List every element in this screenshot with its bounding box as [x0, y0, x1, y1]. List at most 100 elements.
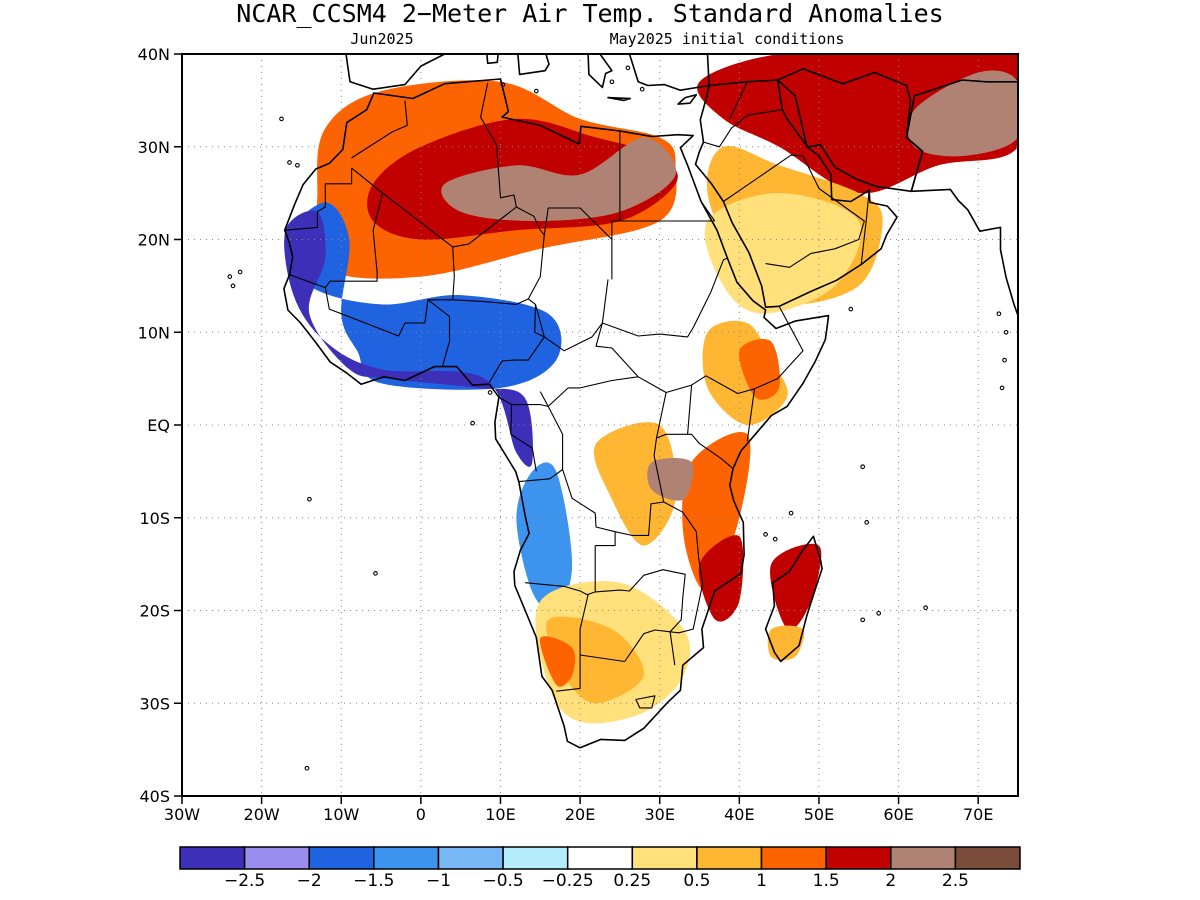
country-border-25 — [556, 629, 581, 692]
country-border-29 — [635, 695, 656, 709]
anomaly-region-15 — [767, 625, 805, 661]
colorbar-label: 2 — [885, 871, 896, 891]
lat-tick-label: 20N — [138, 231, 170, 250]
latitude-axis: 40N 30N 20N 10N EQ 10S 20S 30S 40S — [138, 45, 182, 806]
anomaly-region-7 — [285, 202, 562, 390]
island-7 — [373, 571, 378, 576]
island-0 — [279, 116, 284, 122]
lat-tick-label: 30N — [138, 138, 170, 157]
longitude-axis: 30W 20W 10W 0 10E 20E 30E 40E 50E 60E 70E — [164, 796, 993, 824]
island-23 — [487, 390, 493, 395]
colorbar-label: −2.5 — [224, 871, 265, 891]
coastline-iberia — [345, 54, 446, 90]
island-11 — [860, 617, 866, 623]
country-border-12 — [602, 257, 728, 338]
country-border-15 — [511, 404, 564, 483]
country-border-11 — [543, 279, 609, 352]
country-border-26 — [579, 594, 589, 630]
island-10 — [876, 610, 882, 616]
country-border-3 — [611, 220, 620, 240]
island-1 — [287, 160, 292, 165]
country-border-21 — [653, 437, 704, 666]
country-border-32 — [351, 100, 408, 159]
country-border-30 — [595, 531, 616, 547]
lon-tick-label: 60E — [883, 805, 913, 824]
country-border-18 — [687, 385, 693, 435]
colorbar-label: −0.5 — [482, 871, 523, 891]
coastline-italy — [517, 54, 556, 76]
lat-tick-label: 30S — [139, 694, 170, 713]
country-border-16 — [498, 396, 537, 472]
country-border-37 — [836, 190, 870, 281]
anomaly-region-13 — [647, 458, 694, 501]
island-5 — [237, 269, 243, 275]
coastline-madagascar — [764, 535, 823, 663]
anomaly-region-14 — [770, 543, 822, 631]
island-3 — [227, 274, 233, 279]
island-21 — [848, 306, 854, 312]
lon-tick-label: 40E — [724, 805, 754, 824]
country-border-4 — [284, 168, 353, 231]
colorbar-swatch — [308, 846, 375, 870]
country-border-2 — [619, 131, 715, 222]
lat-tick-label: 10N — [138, 323, 170, 342]
island-25 — [533, 88, 539, 94]
anomaly-region-17 — [546, 616, 645, 704]
colorbar-label: 1 — [756, 871, 767, 891]
lon-tick-label: 20W — [244, 805, 280, 824]
island-13 — [999, 385, 1005, 391]
colorbar-swatch — [243, 846, 310, 870]
island-22 — [470, 420, 475, 426]
lat-tick-label: 40S — [139, 787, 170, 806]
colorbar-swatch — [566, 846, 634, 870]
lon-tick-label: 20E — [565, 805, 595, 824]
colorbar-swatch — [179, 846, 246, 870]
country-border-33 — [480, 82, 497, 146]
country-border-23 — [525, 545, 596, 596]
coastline-africa — [283, 78, 830, 749]
colorbar-swatch — [437, 846, 504, 870]
country-border-35 — [723, 154, 865, 268]
colorbar-label: 1.5 — [813, 871, 840, 891]
colorbar-swatch — [373, 846, 440, 870]
island-2 — [295, 162, 300, 168]
country-border-1 — [495, 144, 517, 208]
lat-tick-label: 40N — [138, 45, 170, 64]
anomaly-region-11 — [682, 431, 751, 593]
lat-tick-label: EQ — [147, 416, 170, 435]
island-24 — [500, 82, 506, 87]
country-border-7 — [427, 299, 451, 367]
colorbar-label: −1 — [426, 871, 451, 891]
colorbar-swatch — [502, 846, 569, 870]
lon-tick-label: 10E — [485, 805, 515, 824]
colorbar-legend: −2.5 −2 −1.5 −1 −0.5 −0.25 0.25 0.5 1 1.5 2 2.5 — [179, 846, 1021, 891]
anomaly-region-8 — [284, 210, 533, 467]
anomaly-region-20 — [738, 339, 780, 400]
initial-conditions-label: May2025 initial conditions — [610, 30, 845, 48]
colorbar-swatch — [696, 846, 763, 870]
island-12 — [923, 605, 928, 611]
colorbar-label: −0.25 — [542, 871, 594, 891]
anomaly-region-2 — [441, 137, 677, 221]
country-border-20 — [754, 306, 804, 390]
lat-tick-label: 10S — [139, 509, 170, 528]
island-16 — [996, 311, 1002, 317]
country-border-0 — [351, 167, 613, 280]
country-border-19 — [705, 375, 756, 441]
coastline-anatolia — [628, 54, 710, 91]
colorbar-label: 2.5 — [942, 871, 969, 891]
island-8 — [304, 765, 310, 771]
island-20 — [864, 520, 870, 525]
island-27 — [625, 65, 631, 71]
anomaly-region-9 — [516, 462, 573, 612]
island-9 — [860, 464, 866, 470]
coastline-greece — [587, 54, 613, 89]
colorbar-label: 0.5 — [683, 871, 710, 891]
colorbar-swatch — [825, 846, 892, 870]
colorbar-swatch — [631, 846, 698, 870]
anomaly-fill-layer — [284, 54, 1018, 724]
colorbar-swatch — [890, 846, 957, 870]
colorbar-swatch — [760, 846, 827, 870]
country-border-34 — [703, 109, 783, 148]
